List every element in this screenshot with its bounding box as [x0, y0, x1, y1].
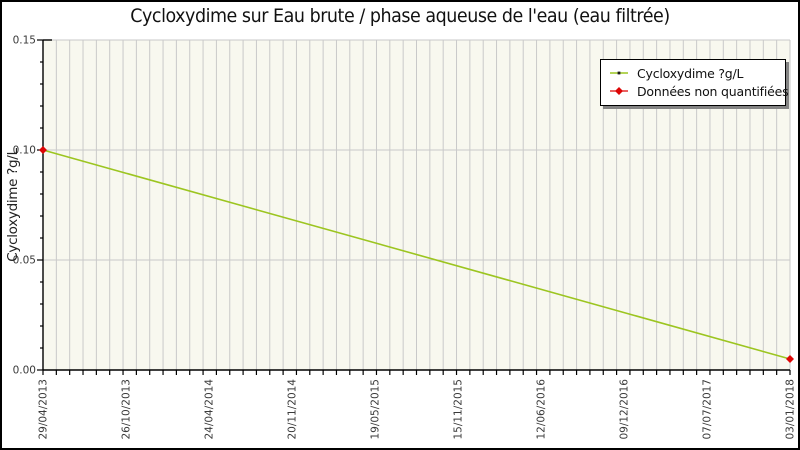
y-tick-labels: 0.00 0.05 0.10 0.15	[13, 35, 36, 377]
y-tick-label: 0.05	[13, 255, 36, 267]
x-tick-label: 29/04/2013	[38, 379, 50, 440]
y-tick-label: 0.00	[13, 365, 36, 377]
y-axis-ticks	[37, 39, 43, 371]
green-line-dot-icon	[610, 71, 628, 75]
x-tick-label: 15/11/2015	[453, 379, 465, 440]
x-tick-label: 20/11/2014	[287, 379, 299, 440]
red-diamond-icon	[610, 87, 628, 95]
legend-item-non-quantified: Données non quantifiées	[601, 82, 789, 100]
chart-title: Cycloxydime sur Eau brute / phase aqueus…	[130, 5, 670, 27]
horizontal-gridlines	[43, 39, 791, 370]
x-tick-label: 24/04/2014	[204, 379, 216, 440]
non-quantified-markers	[39, 146, 794, 363]
data-point-marker	[39, 146, 47, 154]
data-point-marker	[786, 355, 794, 363]
x-tick-label: 09/12/2016	[619, 379, 631, 440]
y-tick-label: 0.10	[13, 145, 36, 157]
y-tick-label: 0.15	[13, 35, 36, 47]
x-tick-labels: 29/04/2013 26/10/2013 24/04/2014 20/11/2014…	[38, 379, 797, 440]
x-tick-label: 19/05/2015	[370, 379, 382, 440]
x-tick-label: 03/01/2018	[785, 379, 797, 440]
x-tick-label: 07/07/2017	[702, 379, 714, 440]
legend-label-non-quantified: Données non quantifiées	[637, 83, 789, 99]
x-tick-label: 12/06/2016	[536, 379, 548, 440]
series-line	[42, 149, 791, 360]
x-axis-ticks	[42, 370, 791, 375]
legend: Cycloxydime ?g/L Données non quantifiées	[600, 59, 789, 106]
legend-item-series: Cycloxydime ?g/L	[601, 64, 785, 82]
legend-label-series: Cycloxydime ?g/L	[637, 65, 744, 81]
x-tick-label: 26/10/2013	[121, 379, 133, 440]
y-axis-title: Cycloxydime ?g/L	[5, 148, 21, 262]
